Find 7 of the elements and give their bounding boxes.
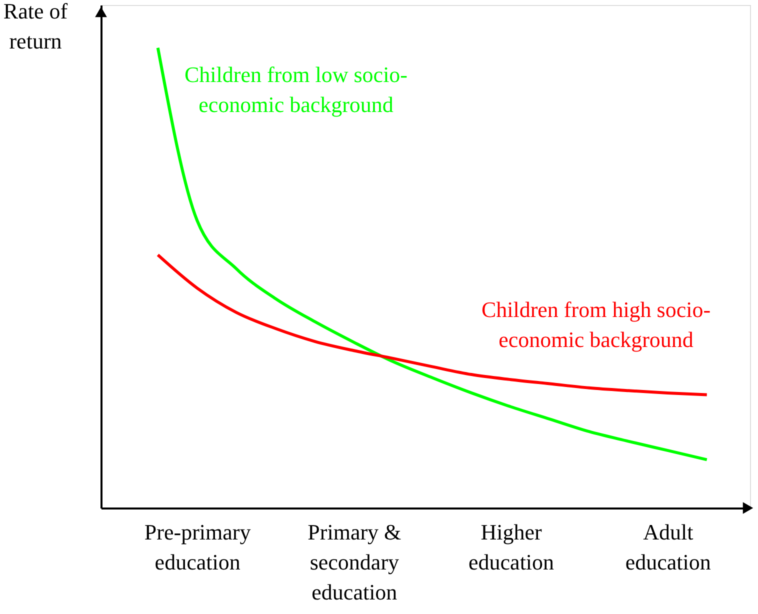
x-tick-label: Primary & secondary education xyxy=(308,520,402,604)
y-axis-title: Rate of return xyxy=(3,0,68,54)
x-tick-label: Adult education xyxy=(625,520,711,574)
series-label: Children from low socio-economic background xyxy=(184,62,408,117)
x-tick-label: Higher education xyxy=(468,520,554,574)
x-tick-label: Pre-primary education xyxy=(144,520,251,574)
series-label: Children from high socio-economic background xyxy=(481,297,711,352)
